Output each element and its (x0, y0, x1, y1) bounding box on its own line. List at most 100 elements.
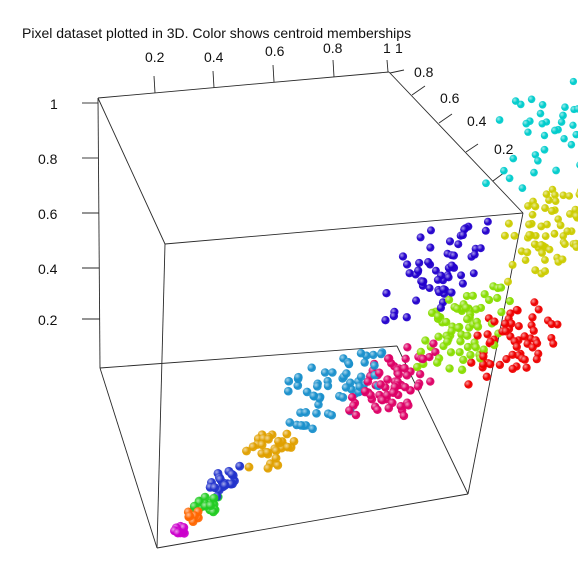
data-point (235, 461, 245, 471)
data-point (559, 111, 567, 120)
data-point (274, 436, 283, 446)
right-axis-tick-label: 0.4 (467, 113, 487, 129)
box-edge (156, 493, 469, 549)
data-point (384, 354, 393, 363)
data-point (400, 363, 409, 373)
data-point (308, 424, 317, 434)
data-point (493, 293, 502, 303)
box-edge (97, 97, 101, 369)
data-point (294, 372, 303, 382)
box-edge (97, 97, 166, 245)
data-point (574, 105, 578, 113)
data-point (572, 130, 578, 139)
data-point (522, 119, 531, 128)
data-point (381, 316, 390, 325)
data-point (436, 303, 446, 312)
data-point (547, 320, 556, 329)
data-point (525, 231, 534, 239)
data-point (500, 231, 509, 240)
data-point (540, 145, 549, 154)
data-point (444, 295, 454, 304)
tick-mark (389, 69, 405, 74)
data-point (323, 381, 333, 391)
box-edge (388, 71, 524, 214)
data-point (520, 332, 529, 341)
data-point (400, 382, 410, 392)
data-point (173, 528, 183, 538)
tick-mark (153, 75, 156, 94)
left-axis-tick-label: 0.2 (38, 312, 58, 328)
data-point (542, 190, 551, 199)
tick-mark (212, 70, 215, 89)
data-point (537, 222, 546, 231)
data-point (458, 279, 467, 288)
data-point (327, 410, 337, 420)
data-point (455, 348, 464, 357)
data-point (467, 358, 476, 367)
box-edge (99, 367, 158, 549)
data-point (405, 269, 414, 278)
data-point (446, 348, 456, 357)
data-point (501, 319, 510, 328)
data-point (416, 347, 426, 357)
data-point (447, 261, 456, 270)
data-point (185, 511, 195, 521)
data-point (504, 219, 513, 228)
data-point (528, 343, 537, 352)
data-point (508, 364, 517, 374)
data-point (572, 212, 578, 221)
data-point (459, 355, 468, 365)
right-axis-tick-label: 1 (395, 40, 403, 56)
data-point (541, 232, 550, 241)
data-point (434, 332, 443, 341)
data-point (413, 382, 423, 391)
data-point (415, 258, 424, 267)
data-point (468, 291, 478, 300)
left-axis-tick-label: 1 (50, 96, 58, 112)
tick-mark (438, 113, 453, 124)
data-point (509, 154, 518, 163)
data-point (412, 296, 421, 305)
data-point (449, 251, 458, 260)
data-point (398, 252, 408, 261)
data-point (560, 134, 568, 143)
box-edge (164, 212, 524, 245)
data-point (545, 196, 553, 204)
data-point (458, 231, 467, 240)
data-point (454, 240, 463, 249)
data-point (396, 401, 406, 411)
data-point (523, 248, 532, 257)
data-point (505, 174, 514, 183)
data-point (528, 210, 537, 219)
data-point (370, 361, 379, 370)
data-point (462, 291, 471, 301)
data-point (472, 305, 481, 314)
data-point (293, 381, 303, 390)
data-point (557, 118, 566, 126)
data-point (510, 231, 519, 240)
data-point (220, 480, 230, 490)
data-point (418, 277, 427, 287)
data-point (511, 97, 520, 105)
data-point (504, 277, 512, 286)
data-point (444, 273, 453, 282)
data-point (561, 103, 569, 112)
data-point (426, 377, 435, 386)
data-point (505, 297, 514, 306)
data-point (463, 342, 473, 352)
data-point (466, 350, 475, 360)
data-point (536, 109, 545, 118)
data-point (569, 77, 578, 86)
data-point (482, 372, 491, 381)
data-point (416, 370, 425, 379)
data-point (495, 116, 504, 124)
data-point (376, 349, 386, 359)
data-point (418, 354, 428, 364)
data-point (479, 345, 488, 354)
data-point (532, 355, 541, 364)
data-point (501, 327, 510, 336)
data-point (282, 429, 292, 439)
data-point (566, 210, 574, 218)
left-axis-tick-label: 0.6 (38, 206, 58, 222)
